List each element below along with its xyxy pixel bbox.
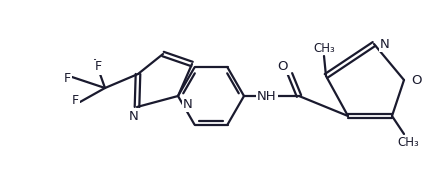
Text: CH₃: CH₃ — [313, 41, 335, 55]
Text: O: O — [411, 74, 422, 87]
Text: N: N — [380, 37, 390, 50]
Text: F: F — [63, 71, 70, 84]
Text: CH₃: CH₃ — [397, 136, 419, 148]
Text: F: F — [71, 94, 78, 108]
Text: N: N — [129, 109, 139, 122]
Text: O: O — [278, 60, 288, 74]
Text: N: N — [183, 98, 193, 111]
Text: NH: NH — [257, 90, 277, 103]
Text: F: F — [95, 60, 102, 74]
